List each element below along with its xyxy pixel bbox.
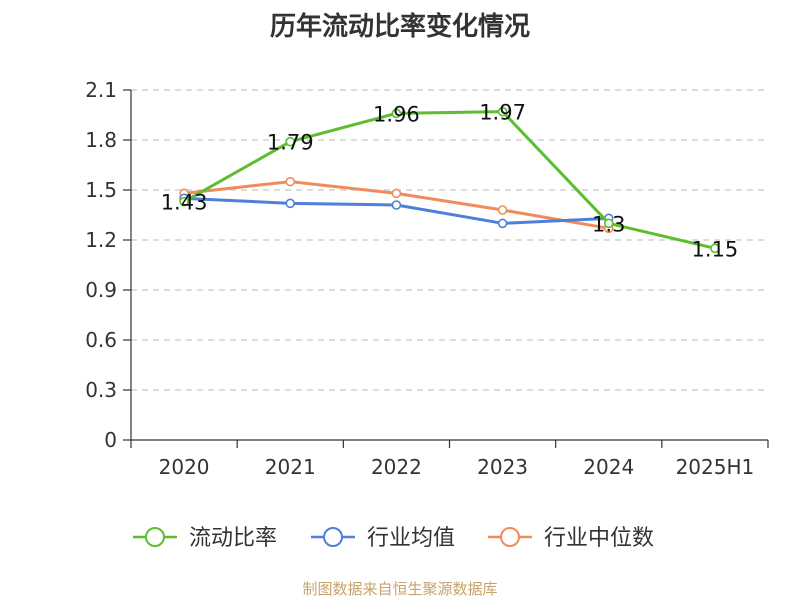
- data-point: [497, 218, 508, 229]
- data-label: 1.96: [373, 102, 420, 126]
- data-label: 1.43: [161, 191, 208, 215]
- data-label: 1.79: [267, 131, 314, 155]
- legend-label: 流动比率: [189, 526, 277, 551]
- data-point: [497, 205, 508, 215]
- legend-label: 行业中位数: [544, 526, 654, 551]
- legend-marker: [500, 527, 520, 547]
- y-tick-label: 1.8: [85, 128, 117, 152]
- data-point: [285, 198, 296, 209]
- x-tick-label: 2024: [583, 455, 634, 479]
- data-point: [285, 176, 296, 187]
- x-tick-label: 2020: [159, 455, 210, 479]
- x-tick-label: 2021: [265, 455, 316, 479]
- y-tick-label: 0.3: [85, 378, 117, 402]
- legend-marker: [323, 527, 343, 547]
- data-label: 1.15: [692, 237, 739, 261]
- data-point: [285, 136, 296, 147]
- data-point: [179, 196, 189, 207]
- series-line: [183, 110, 716, 250]
- chart-title: 历年流动比率变化情况: [269, 12, 530, 42]
- legend-marker: [145, 527, 165, 547]
- data-point: [391, 188, 402, 199]
- data-point: [710, 243, 720, 254]
- data-point: [603, 218, 614, 229]
- data-label: 1.3: [592, 212, 625, 236]
- data-point: [391, 108, 402, 119]
- y-tick-label: 0.9: [85, 278, 117, 302]
- data-point: [497, 106, 508, 117]
- legend-label: 行业均值: [367, 526, 455, 551]
- y-tick-label: 1.2: [85, 228, 117, 252]
- y-tick-label: 0: [104, 428, 117, 452]
- y-tick-label: 2.1: [85, 78, 117, 102]
- x-tick-label: 2025H1: [676, 455, 755, 479]
- data-source-note: 制图数据来自恒生聚源数据库: [302, 580, 498, 598]
- y-tick-label: 1.5: [85, 178, 117, 202]
- y-tick-label: 0.6: [85, 328, 117, 352]
- data-point: [391, 200, 402, 210]
- data-label: 1.97: [479, 101, 526, 125]
- x-tick-label: 2022: [371, 455, 422, 479]
- x-tick-label: 2023: [477, 455, 528, 479]
